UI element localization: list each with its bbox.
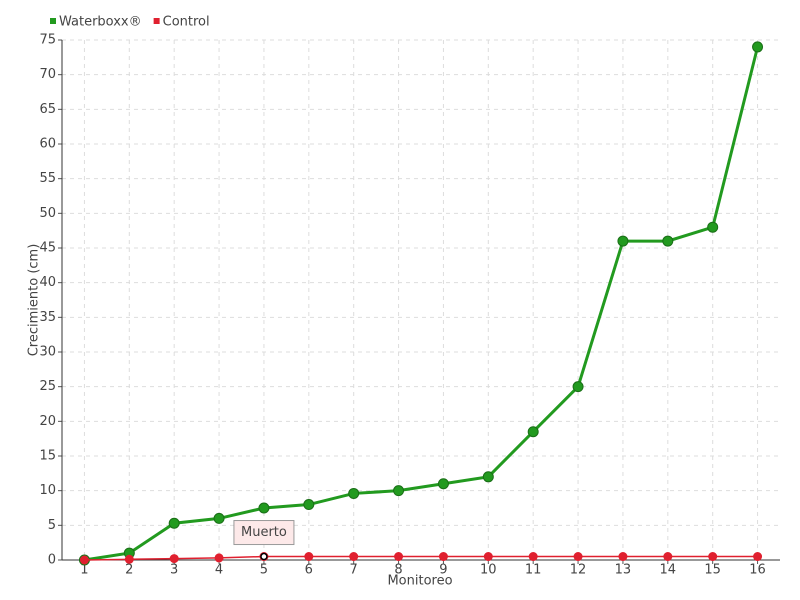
x-tick-label: 2 [125,563,133,578]
data-point [618,552,628,562]
data-point [707,221,719,233]
data-point [528,552,538,562]
y-tick-label: 20 [39,414,56,429]
y-tick-label: 30 [39,345,56,360]
y-tick-label: 35 [39,310,56,325]
legend-swatch [50,18,56,24]
data-point [753,552,763,562]
data-point [573,552,583,562]
data-point [483,552,493,562]
x-tick-label: 9 [439,563,447,578]
data-point [168,517,180,529]
data-point [752,41,764,53]
x-tick-label: 7 [350,563,358,578]
series-line [84,46,760,562]
data-point [169,554,179,564]
annotation-point [260,552,268,561]
x-tick-label: 3 [170,563,178,578]
data-point [348,487,360,499]
x-tick-label: 16 [749,563,766,578]
y-tick-label: 50 [39,206,56,221]
y-tick-label: 10 [39,483,56,498]
data-point [393,485,405,497]
y-axis-label: Crecimiento (cm) [27,244,42,357]
y-tick-label: 5 [48,518,56,533]
x-tick-label: 6 [305,563,313,578]
legend-label: Waterboxx® [59,15,142,30]
y-tick-label: 0 [48,553,56,568]
x-tick-label: 15 [704,563,721,578]
x-tick-label: 1 [80,563,88,578]
y-tick-label: 55 [39,171,56,186]
y-tick-label: 70 [39,67,56,82]
data-point [527,426,539,438]
data-point [662,235,674,247]
data-point [663,552,673,562]
data-point [79,555,89,565]
y-tick-label: 40 [39,275,56,290]
x-tick-label: 10 [480,563,497,578]
y-tick-label: 60 [39,137,56,152]
annotation-box [233,520,295,546]
y-tick-label: 25 [39,379,56,394]
data-point [617,235,629,247]
x-tick-label: 12 [570,563,587,578]
data-point [213,512,225,524]
data-point [394,552,404,562]
y-tick-label: 45 [39,241,56,256]
data-point [438,552,448,562]
series-line [84,555,758,561]
data-point [258,502,270,514]
x-axis-label: Monitoreo [387,574,452,589]
data-point [304,552,314,562]
y-tick-label: 15 [39,449,56,464]
x-tick-label: 4 [215,563,223,578]
x-tick-label: 14 [660,563,677,578]
data-point [303,499,315,511]
data-point [572,381,584,393]
data-point [482,471,494,483]
x-tick-label: 5 [260,563,268,578]
y-tick-label: 75 [39,33,56,48]
legend-swatch [153,18,160,24]
annotation-text: Muerto [241,525,287,540]
y-tick-label: 65 [39,102,56,117]
x-tick-label: 11 [525,563,542,578]
data-point [214,553,224,563]
x-tick-label: 13 [615,563,632,578]
legend-label: Control [163,15,210,30]
data-point [124,554,134,564]
data-point [708,552,718,562]
x-tick-label: 8 [394,563,402,578]
data-point [437,478,449,490]
data-point [349,552,359,562]
